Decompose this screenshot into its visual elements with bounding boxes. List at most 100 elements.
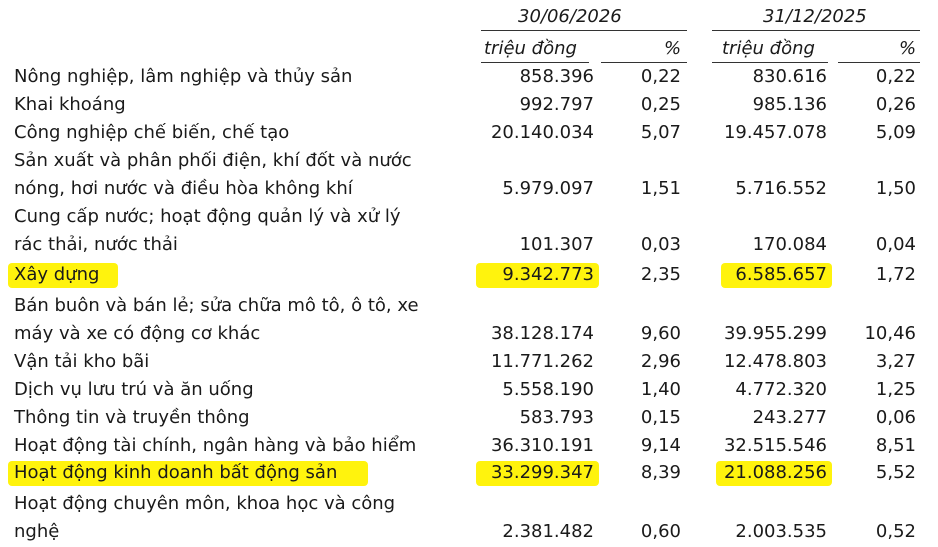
value-period-2: 19.457.078	[723, 122, 827, 143]
table-row: Dịch vụ lưu trú và ăn uống 5.558.190 1,4…	[0, 378, 938, 402]
value-period-1: 9.342.773	[502, 264, 594, 285]
sector-label: Công nghiệp chế biến, chế tạo	[14, 122, 290, 143]
table-row-label-line-1: Bán buôn và bán lẻ; sửa chữa mô tô, ô tô…	[0, 294, 938, 318]
value-period-2: 12.478.803	[723, 351, 827, 372]
sector-label-line-2: rác thải, nước thải	[14, 234, 178, 255]
percent-period-2: 0,22	[875, 66, 916, 87]
table-row: Công nghiệp chế biến, chế tạo 20.140.034…	[0, 121, 938, 145]
percent-period-2: 0,26	[875, 94, 916, 115]
highlight-v1-bds	[476, 461, 599, 486]
period-2-header: 31/12/2025	[763, 6, 867, 27]
value-period-2: 21.088.256	[723, 462, 827, 483]
percent-period-2: 10,46	[864, 323, 916, 344]
sector-label-line-1: Hoạt động chuyên môn, khoa học và công	[14, 493, 396, 514]
table-row: Nông nghiệp, lâm nghiệp và thủy sản 858.…	[0, 65, 938, 89]
percent-period-2: 0,04	[875, 234, 916, 255]
percent-period-1: 5,07	[640, 122, 681, 143]
unit-header-2: triệu đồng	[722, 38, 815, 59]
table-row: nóng, hơi nước và điều hòa không khí 5.9…	[0, 177, 938, 201]
value-period-1: 858.396	[519, 66, 594, 87]
unit-header-1: triệu đồng	[484, 38, 577, 59]
value-period-1: 5.979.097	[502, 178, 594, 199]
value-period-2: 830.616	[752, 66, 827, 87]
highlight-label-xay-dung	[8, 263, 118, 288]
table-row-label-line-1: Sản xuất và phân phối điện, khí đốt và n…	[0, 149, 938, 173]
value-period-1: 101.307	[519, 234, 594, 255]
percent-period-2: 1,50	[875, 178, 916, 199]
value-period-1: 583.793	[519, 407, 594, 428]
sector-label: Vận tải kho bãi	[14, 351, 150, 372]
percent-period-1: 0,60	[640, 521, 681, 542]
sector-label-line-2: nóng, hơi nước và điều hòa không khí	[14, 178, 353, 199]
percent-period-1: 0,25	[640, 94, 681, 115]
sector-label-line-1: Cung cấp nước; hoạt động quản lý và xử l…	[14, 206, 401, 227]
highlight-label-bds	[8, 461, 368, 486]
value-period-1: 5.558.190	[502, 379, 594, 400]
table-row: Thông tin và truyền thông 583.793 0,15 2…	[0, 406, 938, 430]
table-row: nghệ 2.381.482 0,60 2.003.535 0,52	[0, 520, 938, 544]
sector-label-line-2: nghệ	[14, 521, 60, 542]
sector-label: Hoạt động kinh doanh bất động sản	[14, 462, 338, 483]
percent-period-1: 0,22	[640, 66, 681, 87]
percent-period-2: 0,52	[875, 521, 916, 542]
table-row: rác thải, nước thải 101.307 0,03 170.084…	[0, 233, 938, 257]
table-row: máy và xe có động cơ khác 38.128.174 9,6…	[0, 322, 938, 346]
unit-rule-1	[481, 62, 589, 63]
percent-period-1: 0,15	[640, 407, 681, 428]
sector-label: Thông tin và truyền thông	[14, 407, 250, 428]
sector-label-line-2: máy và xe có động cơ khác	[14, 323, 261, 344]
percent-period-1: 1,51	[640, 178, 681, 199]
sector-label-line-1: Sản xuất và phân phối điện, khí đốt và n…	[14, 150, 412, 171]
value-period-1: 36.310.191	[490, 435, 594, 456]
period-2-rule	[712, 30, 920, 31]
percent-period-2: 3,27	[875, 351, 916, 372]
sector-label-line-1: Bán buôn và bán lẻ; sửa chữa mô tô, ô tô…	[14, 295, 419, 316]
percent-header-2: %	[899, 38, 917, 59]
period-1-rule	[481, 30, 687, 31]
sector-label: Dịch vụ lưu trú và ăn uống	[14, 379, 254, 400]
percent-period-1: 1,40	[640, 379, 681, 400]
period-1-header: 30/06/2026	[518, 6, 622, 27]
value-period-2: 32.515.546	[723, 435, 827, 456]
sector-label: Xây dựng	[14, 264, 100, 285]
table-row-label-line-1: Hoạt động chuyên môn, khoa học và công	[0, 492, 938, 516]
table-row-highlighted: Xây dựng 9.342.773 2,35 6.585.657 1,72	[0, 263, 938, 287]
percent-header-1: %	[664, 38, 682, 59]
percent-period-1: 2,96	[640, 351, 681, 372]
value-period-2: 39.955.299	[723, 323, 827, 344]
table-row-label-line-1: Cung cấp nước; hoạt động quản lý và xử l…	[0, 205, 938, 229]
percent-period-1: 9,14	[640, 435, 681, 456]
percent-period-1: 0,03	[640, 234, 681, 255]
percent-rule-1	[601, 62, 687, 63]
sector-label: Khai khoáng	[14, 94, 126, 115]
percent-period-2: 0,06	[875, 407, 916, 428]
value-period-2: 170.084	[752, 234, 827, 255]
value-period-1: 38.128.174	[490, 323, 594, 344]
value-period-2: 5.716.552	[735, 178, 827, 199]
value-period-2: 243.277	[752, 407, 827, 428]
value-period-1: 20.140.034	[490, 122, 594, 143]
percent-period-2: 5,52	[875, 462, 916, 483]
table-row: Vận tải kho bãi 11.771.262 2,96 12.478.8…	[0, 350, 938, 374]
percent-period-1: 8,39	[640, 462, 681, 483]
table-row: Hoạt động tài chính, ngân hàng và bảo hi…	[0, 434, 938, 458]
value-period-2: 2.003.535	[735, 521, 827, 542]
table-row-highlighted: Hoạt động kinh doanh bất động sản 33.299…	[0, 461, 938, 485]
table-row: Khai khoáng 992.797 0,25 985.136 0,26	[0, 93, 938, 117]
highlight-v1-xay-dung	[476, 263, 599, 288]
percent-period-2: 8,51	[875, 435, 916, 456]
sector-label: Nông nghiệp, lâm nghiệp và thủy sản	[14, 66, 353, 87]
value-period-1: 2.381.482	[502, 521, 594, 542]
percent-period-2: 1,72	[875, 264, 916, 285]
percent-rule-2	[838, 62, 920, 63]
value-period-1: 33.299.347	[490, 462, 594, 483]
percent-period-2: 5,09	[875, 122, 916, 143]
unit-rule-2	[712, 62, 828, 63]
highlight-v2-xay-dung	[721, 263, 832, 288]
percent-period-1: 9,60	[640, 323, 681, 344]
value-period-2: 985.136	[752, 94, 827, 115]
value-period-2: 4.772.320	[735, 379, 827, 400]
value-period-1: 992.797	[519, 94, 594, 115]
sector-label: Hoạt động tài chính, ngân hàng và bảo hi…	[14, 435, 417, 456]
